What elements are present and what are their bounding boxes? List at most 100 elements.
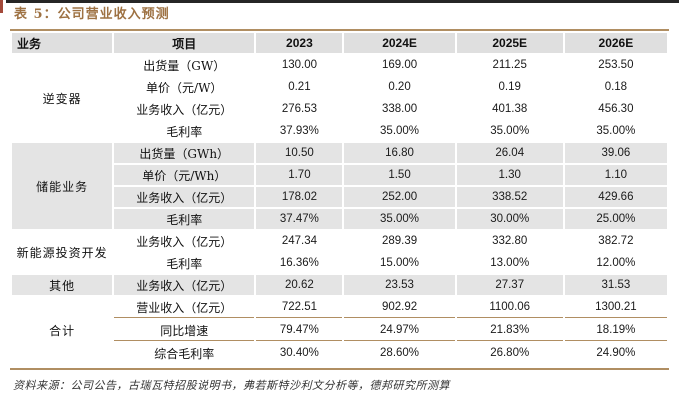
- cell-value: 79.47%: [256, 320, 343, 341]
- table-row: 逆变器 出货量（GW） 130.00 169.00 211.25 253.50: [12, 55, 667, 106]
- column-header: 2024E: [344, 33, 455, 53]
- cell-value: 401.38: [492, 103, 528, 115]
- table-row: 业务收入（亿元） 178.02 252.00 338.52 429.66: [12, 187, 667, 207]
- cell-value: 247.34: [281, 235, 317, 247]
- table-row: 同比增速 79.47% 24.97% 21.83% 18.19%: [12, 320, 667, 341]
- row-item-label: 出货量（GW）: [143, 58, 226, 73]
- cell-value: 13.00%: [490, 257, 530, 269]
- cell-value: 15.00%: [380, 257, 420, 269]
- cell-value: 382.72: [598, 235, 634, 247]
- cell-value: 28.60%: [380, 347, 420, 359]
- cell-value: 23.53: [344, 275, 455, 295]
- top-rule: [6, 0, 679, 3]
- cell-value: 35.00%: [344, 209, 455, 229]
- row-item-label: 业务收入（亿元）: [114, 187, 255, 207]
- cell-value: 0.21: [288, 81, 311, 93]
- row-item-label: 业务收入（亿元）: [136, 234, 233, 249]
- revenue-forecast-table: 业务 项目 2023 2024E 2025E 2026E 逆变器 出货量（GW） 130.00…: [10, 31, 669, 365]
- row-item-label: 毛利率: [114, 209, 255, 229]
- cell-value: 0.18: [604, 81, 628, 93]
- business-group-label: 逆变器: [42, 91, 82, 106]
- cell-value: 252.00: [344, 187, 455, 207]
- row-item-label: 同比增速: [114, 320, 255, 341]
- cell-value: 21.83%: [456, 320, 563, 341]
- cell-value: 902.92: [344, 297, 455, 318]
- cell-value: 31.53: [564, 275, 667, 295]
- cell-value: 276.53: [281, 103, 317, 115]
- row-item-label: 毛利率: [166, 256, 203, 271]
- cell-value: 12.00%: [596, 257, 636, 269]
- table-header-row: 业务 项目 2023 2024E 2025E 2026E: [12, 33, 667, 53]
- cell-value: 1.50: [344, 165, 455, 185]
- table-row: 毛利率 37.93% 35.00% 35.00% 35.00%: [12, 121, 667, 141]
- cell-value: 456.30: [598, 103, 634, 115]
- cell-value: 1.70: [256, 165, 343, 185]
- table-row: 毛利率 37.47% 35.00% 30.00% 25.00%: [12, 209, 667, 229]
- cell-value: 1300.21: [564, 297, 667, 318]
- cell-value: 289.39: [381, 235, 418, 247]
- row-item-label: 业务收入（亿元）: [114, 275, 255, 295]
- cell-value: 25.00%: [564, 209, 667, 229]
- forecast-table-wrap: 业务 项目 2023 2024E 2025E 2026E 逆变器 出货量（GW） 130.00…: [10, 29, 669, 370]
- cell-value: 1.10: [564, 165, 667, 185]
- row-item-label: 营业收入（亿元）: [114, 297, 255, 318]
- cell-value: 429.66: [564, 187, 667, 207]
- cell-value: 30.40%: [279, 347, 319, 359]
- cell-value: 18.19%: [564, 320, 667, 341]
- cell-value: 35.00%: [490, 125, 530, 137]
- cell-value: 16.36%: [279, 257, 319, 269]
- cell-value: 0.19: [498, 81, 521, 93]
- cell-value: 10.50: [256, 143, 343, 163]
- table-row: 新能源投资开发 业务收入（亿元） 247.34 289.39 332.80 382.72: [12, 231, 667, 260]
- cell-value: 20.62: [256, 275, 343, 295]
- table-row: 单价（元/W） 0.21 0.20 0.19 0.18: [12, 77, 667, 97]
- cell-value: 35.00%: [380, 125, 420, 137]
- row-item-label: 业务收入（亿元）: [136, 102, 233, 117]
- cell-value: 27.37: [456, 275, 563, 295]
- cell-value: 37.93%: [279, 125, 319, 137]
- cell-value: 24.97%: [344, 320, 455, 341]
- cell-value: 1.30: [456, 165, 563, 185]
- cell-value: 16.80: [344, 143, 455, 163]
- cell-value: 35.00%: [596, 125, 636, 137]
- cell-value: 211.25: [492, 59, 527, 71]
- cell-value: 30.00%: [456, 209, 563, 229]
- table-row: 综合毛利率 30.40% 28.60% 26.80% 24.90%: [12, 343, 667, 363]
- row-item-label: 单价（元/Wh）: [114, 165, 255, 185]
- cell-value: 178.02: [256, 187, 343, 207]
- cell-value: 39.06: [564, 143, 667, 163]
- table-title: 表 5：公司营业收入预测: [14, 7, 170, 22]
- column-header: 2025E: [456, 33, 563, 53]
- column-header: 项目: [114, 33, 255, 53]
- business-group-label: 新能源投资开发: [16, 245, 108, 260]
- left-accent-mark: [0, 0, 3, 13]
- row-item-label: 综合毛利率: [154, 346, 215, 361]
- cell-value: 130.00: [281, 59, 317, 71]
- cell-value: 0.20: [388, 81, 411, 93]
- cell-value: 332.80: [492, 235, 528, 247]
- table-row: 合计 营业收入（亿元） 722.51 902.92 1100.06 1300.21: [12, 297, 667, 338]
- business-group-label: 储能业务: [12, 143, 113, 229]
- column-header: 2026E: [564, 33, 667, 53]
- row-item-label: 毛利率: [166, 124, 203, 139]
- cell-value: 26.04: [456, 143, 563, 163]
- cell-value: 338.52: [456, 187, 563, 207]
- business-group-label: 其他: [12, 275, 113, 295]
- column-header: 2023: [256, 33, 343, 53]
- table-row: 单价（元/Wh） 1.70 1.50 1.30 1.10: [12, 165, 667, 185]
- figure-content: 表 5：公司营业收入预测 业务 项目 2023 2024E 2025E 2026E 逆变器…: [10, 5, 669, 393]
- row-item-label: 单价（元/W）: [146, 80, 223, 95]
- cell-value: 37.47%: [256, 209, 343, 229]
- cell-value: 26.80%: [490, 347, 530, 359]
- row-item-label: 出货量（GWh）: [114, 143, 255, 163]
- table-row: 其他 业务收入（亿元） 20.62 23.53 27.37 31.53: [12, 275, 667, 295]
- business-group-label: 合计: [49, 323, 76, 338]
- cell-value: 1100.06: [456, 297, 563, 318]
- column-header: 业务: [12, 33, 113, 53]
- cell-value: 253.50: [598, 59, 634, 71]
- cell-value: 722.51: [256, 297, 343, 318]
- cell-value: 338.00: [381, 103, 418, 115]
- cell-value: 169.00: [381, 59, 418, 71]
- table-row: 业务收入（亿元） 276.53 338.00 401.38 456.30: [12, 99, 667, 119]
